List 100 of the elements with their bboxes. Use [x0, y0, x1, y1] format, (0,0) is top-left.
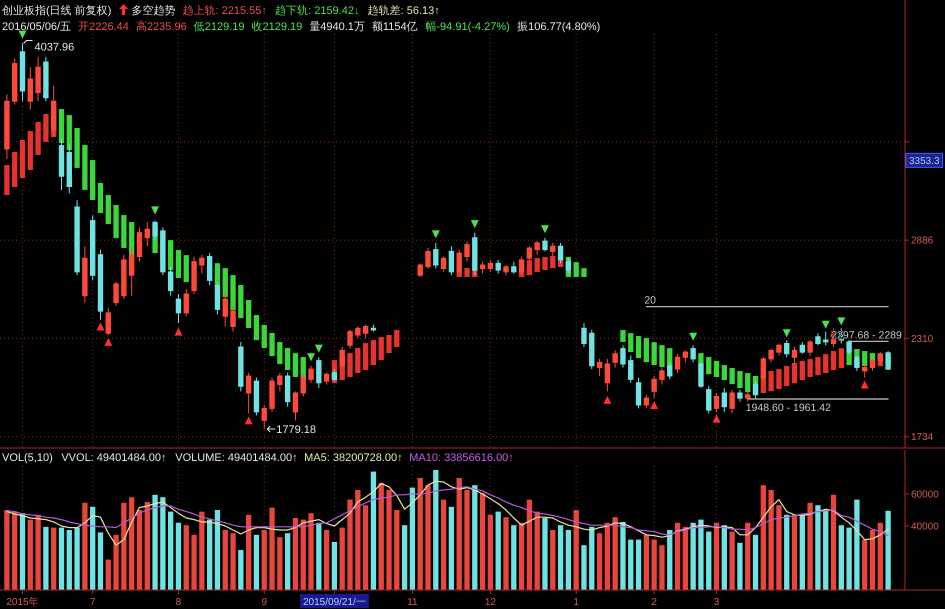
bar — [854, 500, 860, 590]
bar — [284, 533, 290, 590]
candlestick — [511, 261, 516, 274]
bar — [558, 525, 564, 590]
bar — [121, 502, 127, 590]
bar — [574, 262, 579, 277]
bar — [729, 532, 735, 590]
bar — [262, 530, 267, 590]
candlestick — [35, 56, 41, 102]
bar — [830, 351, 836, 370]
candlestick — [308, 365, 314, 384]
annotation: VVOL: 49401484.00↑ — [61, 452, 167, 464]
candlestick — [581, 322, 587, 348]
candlestick — [488, 259, 494, 272]
x-tick-label: 8 — [176, 597, 182, 608]
candlestick — [729, 389, 735, 414]
bar — [355, 348, 360, 374]
chart-title: 创业板指(日线 前复权) — [2, 4, 112, 17]
bar — [269, 508, 275, 590]
point — [104, 338, 112, 346]
candlestick — [144, 222, 150, 247]
bar — [574, 510, 579, 590]
annotation: 低2129.19 — [194, 21, 244, 33]
bar — [846, 528, 852, 590]
candlestick — [768, 348, 774, 363]
bar — [706, 357, 712, 374]
bar — [58, 528, 64, 590]
bar — [340, 528, 345, 590]
bar — [66, 530, 72, 590]
bar — [129, 497, 134, 590]
bar — [464, 490, 470, 590]
bar — [815, 505, 821, 590]
annotation: 高2235.96 — [136, 20, 187, 33]
bar — [737, 371, 743, 388]
bar — [792, 514, 798, 590]
bar — [332, 542, 338, 590]
point — [860, 380, 869, 389]
bar — [768, 371, 774, 392]
annotation: MA5: 38200728.00↑ — [304, 452, 403, 464]
candlestick — [496, 259, 501, 274]
candlestick — [184, 288, 189, 317]
bar — [581, 268, 587, 277]
bar — [66, 115, 72, 150]
candlestick — [589, 329, 594, 370]
candlestick — [362, 324, 368, 339]
bar — [12, 152, 18, 188]
candlestick — [74, 200, 80, 276]
bar — [542, 518, 548, 590]
candlestick — [347, 329, 353, 350]
candlestick — [425, 247, 431, 269]
candlestick — [706, 386, 712, 414]
bar — [784, 366, 790, 386]
annotation: 多空趋势 — [132, 4, 176, 17]
y-tick-label: 60000 — [911, 490, 940, 500]
bar — [496, 512, 501, 590]
bar — [410, 488, 416, 590]
bar — [768, 490, 774, 590]
bar — [885, 510, 891, 590]
candlestick — [682, 350, 688, 363]
bar — [199, 512, 205, 590]
bar — [98, 532, 104, 590]
bar — [550, 530, 556, 590]
candlestick — [440, 256, 446, 272]
annotation: 量4940.1万 — [309, 21, 365, 33]
bar — [144, 502, 150, 590]
x-tick-label: 11 — [407, 597, 418, 608]
bar — [284, 348, 290, 370]
candlestick — [269, 377, 275, 412]
bar — [526, 260, 532, 276]
candlestick — [82, 246, 88, 304]
bar — [823, 354, 828, 374]
bar — [238, 285, 244, 318]
candlestick — [113, 282, 119, 307]
candlestick — [526, 246, 532, 260]
candlestick — [284, 372, 290, 408]
bar — [28, 520, 33, 590]
bar — [526, 500, 532, 590]
candlestick — [823, 331, 828, 346]
bar — [43, 526, 49, 590]
bar — [581, 545, 587, 590]
candlestick — [136, 227, 142, 262]
bar — [800, 514, 805, 590]
candlestick — [807, 340, 813, 356]
bar — [792, 363, 798, 384]
candlestick — [815, 332, 821, 346]
bar — [308, 513, 314, 590]
bar — [370, 472, 376, 590]
bar — [752, 534, 758, 590]
bar — [136, 510, 142, 590]
point — [782, 329, 791, 338]
bar — [698, 520, 704, 590]
bar — [659, 345, 665, 368]
bar — [745, 522, 750, 590]
candlestick — [534, 240, 540, 256]
bar — [238, 550, 244, 590]
bar — [534, 258, 540, 272]
point — [603, 396, 612, 404]
bar — [43, 114, 49, 142]
bar — [636, 540, 642, 590]
bar — [862, 351, 868, 366]
